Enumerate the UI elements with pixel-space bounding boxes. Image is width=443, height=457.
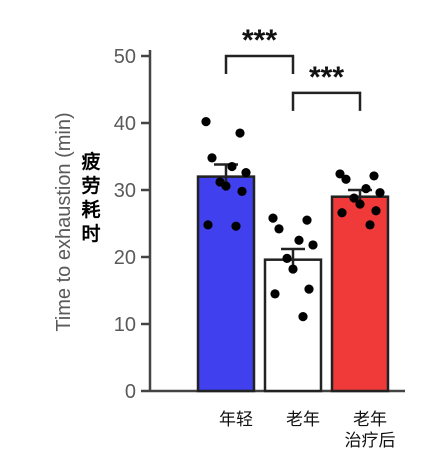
data-point bbox=[375, 188, 385, 198]
significance-brackets: *** *** bbox=[224, 24, 362, 111]
data-point bbox=[237, 186, 247, 196]
data-point bbox=[371, 206, 381, 216]
data-point bbox=[270, 289, 280, 299]
chinese-label-char: 疲 bbox=[81, 150, 100, 173]
data-point bbox=[349, 193, 359, 203]
data-point bbox=[335, 169, 345, 179]
significance-bracket bbox=[224, 54, 295, 74]
data-point bbox=[207, 153, 217, 163]
data-point bbox=[355, 199, 365, 209]
data-point bbox=[274, 224, 284, 234]
category-label: 老年 bbox=[353, 410, 387, 430]
data-point bbox=[302, 215, 312, 225]
y-ticks: 0 10 20 30 40 50 bbox=[114, 46, 150, 403]
y-tick-label: 30 bbox=[114, 180, 136, 202]
y-tick-label: 50 bbox=[114, 46, 136, 68]
y-tick-label: 20 bbox=[114, 247, 136, 269]
data-point bbox=[203, 220, 213, 230]
chinese-label-char: 耗 bbox=[81, 199, 100, 221]
significance-stars: *** bbox=[242, 24, 277, 57]
category-label: 年轻 bbox=[219, 410, 253, 430]
data-point bbox=[369, 171, 379, 181]
data-point bbox=[308, 240, 318, 250]
data-point bbox=[294, 235, 304, 245]
category-label: 治疗后 bbox=[345, 431, 396, 451]
data-point bbox=[365, 220, 375, 230]
y-tick-label: 0 bbox=[125, 381, 136, 403]
data-point bbox=[231, 221, 241, 231]
data-points bbox=[201, 117, 385, 322]
chinese-label-char: 劳 bbox=[81, 174, 100, 197]
data-point bbox=[288, 264, 298, 274]
data-point bbox=[304, 284, 314, 294]
bars bbox=[196, 175, 390, 393]
data-point bbox=[235, 128, 245, 138]
bar bbox=[330, 195, 390, 393]
chinese-label-char: 时 bbox=[81, 223, 100, 245]
data-point bbox=[337, 208, 347, 218]
data-point bbox=[298, 312, 308, 322]
data-point bbox=[341, 174, 351, 184]
data-point bbox=[227, 161, 237, 172]
bar bbox=[263, 258, 323, 393]
significance-bracket bbox=[291, 91, 362, 111]
data-point bbox=[241, 167, 251, 178]
significance-stars: *** bbox=[309, 61, 344, 94]
category-label: 老年 bbox=[286, 410, 320, 430]
data-point bbox=[221, 181, 231, 191]
data-point bbox=[282, 253, 292, 263]
bar bbox=[196, 175, 256, 393]
y-tick-label: 40 bbox=[114, 113, 136, 135]
y-axis-label: Time to exhaustion (min) bbox=[53, 112, 75, 331]
data-point bbox=[268, 213, 278, 223]
data-point bbox=[361, 184, 371, 194]
y-tick-label: 10 bbox=[114, 314, 136, 336]
data-point bbox=[201, 117, 211, 127]
